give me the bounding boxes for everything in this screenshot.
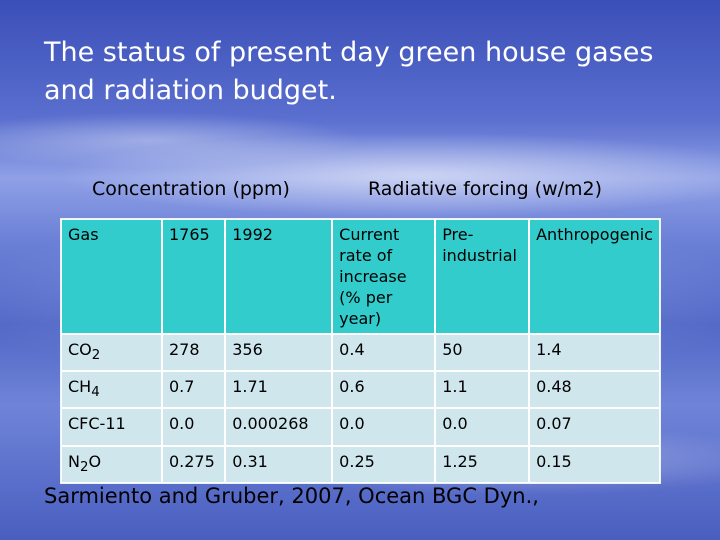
table-row: CO2 278 356 0.4 50 1.4 [61,334,660,372]
value-anthropogenic: 0.07 [529,408,660,446]
col-header-1992: 1992 [225,219,333,334]
value-1765: 278 [161,334,226,372]
gas-name: N [68,451,80,471]
gas-name: CH [68,377,92,397]
col-header-anthropogenic: Anthropogenic [529,219,660,334]
value-1765: 0.7 [161,371,226,409]
gas-cell: CO2 [61,334,162,372]
value-1992: 1.71 [225,371,333,409]
gas-name: CFC-11 [68,414,126,434]
value-preindustrial: 1.1 [435,371,530,409]
value-preindustrial: 1.25 [435,445,530,483]
value-rate: 0.25 [332,445,436,483]
gas-name-suffix: O [88,451,102,471]
value-rate: 0.0 [332,408,436,446]
value-preindustrial: 50 [435,334,530,372]
value-1992: 0.31 [225,445,333,483]
value-anthropogenic: 1.4 [529,334,660,372]
value-rate: 0.6 [332,371,436,409]
gas-table: Gas 1765 1992 Current rate of increase (… [60,218,661,484]
value-1765: 0.275 [161,445,226,483]
value-preindustrial: 0.0 [435,408,530,446]
value-1765: 0.0 [161,408,226,446]
citation: Sarmiento and Gruber, 2007, Ocean BGC Dy… [44,484,539,508]
concentration-header: Concentration (ppm) [92,178,290,200]
gas-cell: CH4 [61,371,162,409]
value-rate: 0.4 [332,334,436,372]
gas-name: CO [68,340,92,359]
gas-subscript: 4 [91,385,100,401]
col-header-gas: Gas [61,219,162,334]
value-1992: 356 [225,334,333,372]
gas-cell: N2O [61,445,162,483]
col-header-preindustrial: Pre-industrial [435,219,530,334]
value-anthropogenic: 0.48 [529,371,660,409]
gas-subscript: 2 [79,459,89,475]
col-header-rate: Current rate of increase (% per year) [332,219,436,334]
gas-cell: CFC-11 [61,408,162,446]
table-row: CH4 0.7 1.71 0.6 1.1 0.48 [61,371,660,409]
table-row: CFC-11 0.0 0.000268 0.0 0.0 0.07 [61,408,660,446]
gas-subscript: 2 [91,348,101,364]
slide-title: The status of present day green house ga… [44,37,654,106]
col-header-1765: 1765 [161,219,226,334]
table-header-row: Gas 1765 1992 Current rate of increase (… [61,219,660,334]
value-anthropogenic: 0.15 [529,445,660,483]
forcing-header: Radiative forcing (w/m2) [368,178,603,200]
table-row: N2O 0.275 0.31 0.25 1.25 0.15 [61,445,660,483]
value-1992: 0.000268 [225,408,333,446]
